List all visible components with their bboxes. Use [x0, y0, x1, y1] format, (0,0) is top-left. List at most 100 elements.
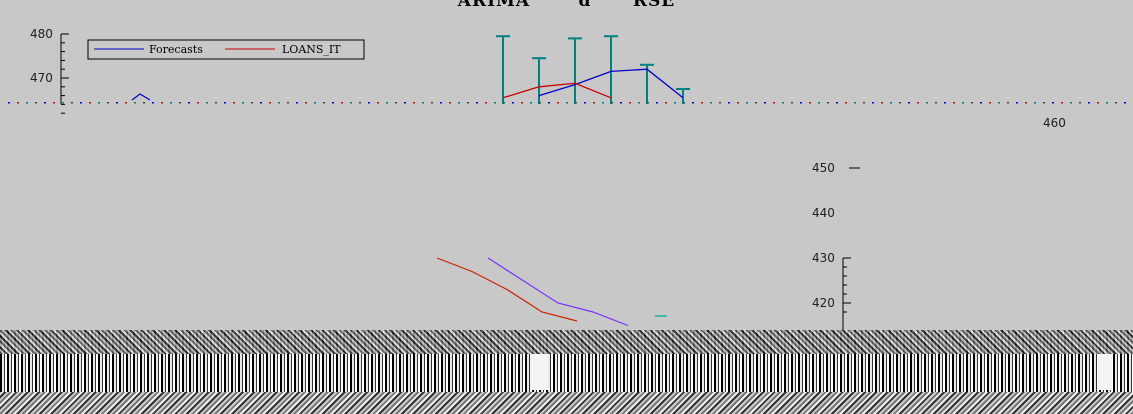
dot: [8, 102, 10, 104]
dot: [404, 102, 406, 104]
y-tick-label: 480: [30, 27, 53, 41]
dot: [845, 102, 847, 104]
dot: [35, 102, 37, 104]
dot: [206, 102, 208, 104]
dot: [242, 102, 244, 104]
dot: [557, 102, 559, 104]
forecast-intervals: [496, 35, 690, 104]
dot: [818, 102, 820, 104]
dot: [575, 102, 577, 104]
dot: [1097, 102, 1099, 104]
dot: [107, 102, 109, 104]
dot: [413, 102, 415, 104]
dot: [944, 102, 946, 104]
dot: [458, 102, 460, 104]
bottom-series: [436, 257, 667, 327]
dot: [143, 102, 145, 104]
dot: [476, 102, 478, 104]
dot: [791, 102, 793, 104]
dot: [800, 102, 802, 104]
dot: [71, 102, 73, 104]
bottom-panel: 460 450 440 430 420: [436, 116, 1066, 330]
dot: [179, 102, 181, 104]
dot: [980, 102, 982, 104]
dot: [503, 102, 505, 104]
dot: [440, 102, 442, 104]
dot: [602, 102, 604, 104]
dot: [314, 102, 316, 104]
dot: [1034, 102, 1036, 104]
dot: [1052, 102, 1054, 104]
dot: [917, 102, 919, 104]
dot: [764, 102, 766, 104]
dot: [539, 102, 541, 104]
dot: [809, 102, 811, 104]
dot: [17, 102, 19, 104]
top-y-tick-labels: 480 470: [30, 27, 53, 85]
dot: [1007, 102, 1009, 104]
dot: [827, 102, 829, 104]
dot: [269, 102, 271, 104]
dot: [233, 102, 235, 104]
dot: [665, 102, 667, 104]
legend: Forecasts LOANS_IT: [87, 39, 365, 60]
y-tick-label: 450: [812, 161, 835, 175]
dot: [125, 102, 127, 104]
dot: [521, 102, 523, 104]
dot: [683, 102, 685, 104]
dot: [566, 102, 568, 104]
dot: [926, 102, 928, 104]
dot: [890, 102, 892, 104]
dot: [908, 102, 910, 104]
dot: [1025, 102, 1027, 104]
dot: [224, 102, 226, 104]
dot: [332, 102, 334, 104]
dot: [359, 102, 361, 104]
dot: [1016, 102, 1018, 104]
dot: [80, 102, 82, 104]
dot: [512, 102, 514, 104]
dot: [386, 102, 388, 104]
dot: [593, 102, 595, 104]
dot: [26, 102, 28, 104]
y-tick-label: 440: [812, 206, 835, 220]
dot: [1070, 102, 1072, 104]
dot: [467, 102, 469, 104]
dot: [962, 102, 964, 104]
dot: [1088, 102, 1090, 104]
series-line: [502, 82, 612, 99]
dot: [719, 102, 721, 104]
dot: [89, 102, 91, 104]
y-tick-label: 420: [812, 296, 835, 310]
y-tick-label: 470: [30, 71, 53, 85]
legend-label-forecasts: Forecasts: [149, 43, 203, 56]
dot: [287, 102, 289, 104]
dot: [611, 102, 613, 104]
dot: [674, 102, 676, 104]
dot: [773, 102, 775, 104]
dot: [98, 102, 100, 104]
dot: [161, 102, 163, 104]
dot: [449, 102, 451, 104]
dot: [746, 102, 748, 104]
dot: [323, 102, 325, 104]
dot: [350, 102, 352, 104]
bottom-y-tick-labels: 460 450 440 430 420: [812, 116, 1066, 310]
bottom-y-ticks: [843, 167, 860, 313]
dot: [134, 102, 136, 104]
dot: [215, 102, 217, 104]
dot: [422, 102, 424, 104]
dot: [872, 102, 874, 104]
top-y-ticks: [61, 33, 69, 114]
corrupted-gap: [1098, 354, 1112, 390]
dot: [1079, 102, 1081, 104]
dot: [656, 102, 658, 104]
cut-line-dots: [8, 102, 1126, 104]
dot: [836, 102, 838, 104]
top-series: [131, 68, 684, 101]
dot: [854, 102, 856, 104]
corrupted-band-top: [0, 330, 1133, 354]
dot: [170, 102, 172, 104]
dot: [197, 102, 199, 104]
